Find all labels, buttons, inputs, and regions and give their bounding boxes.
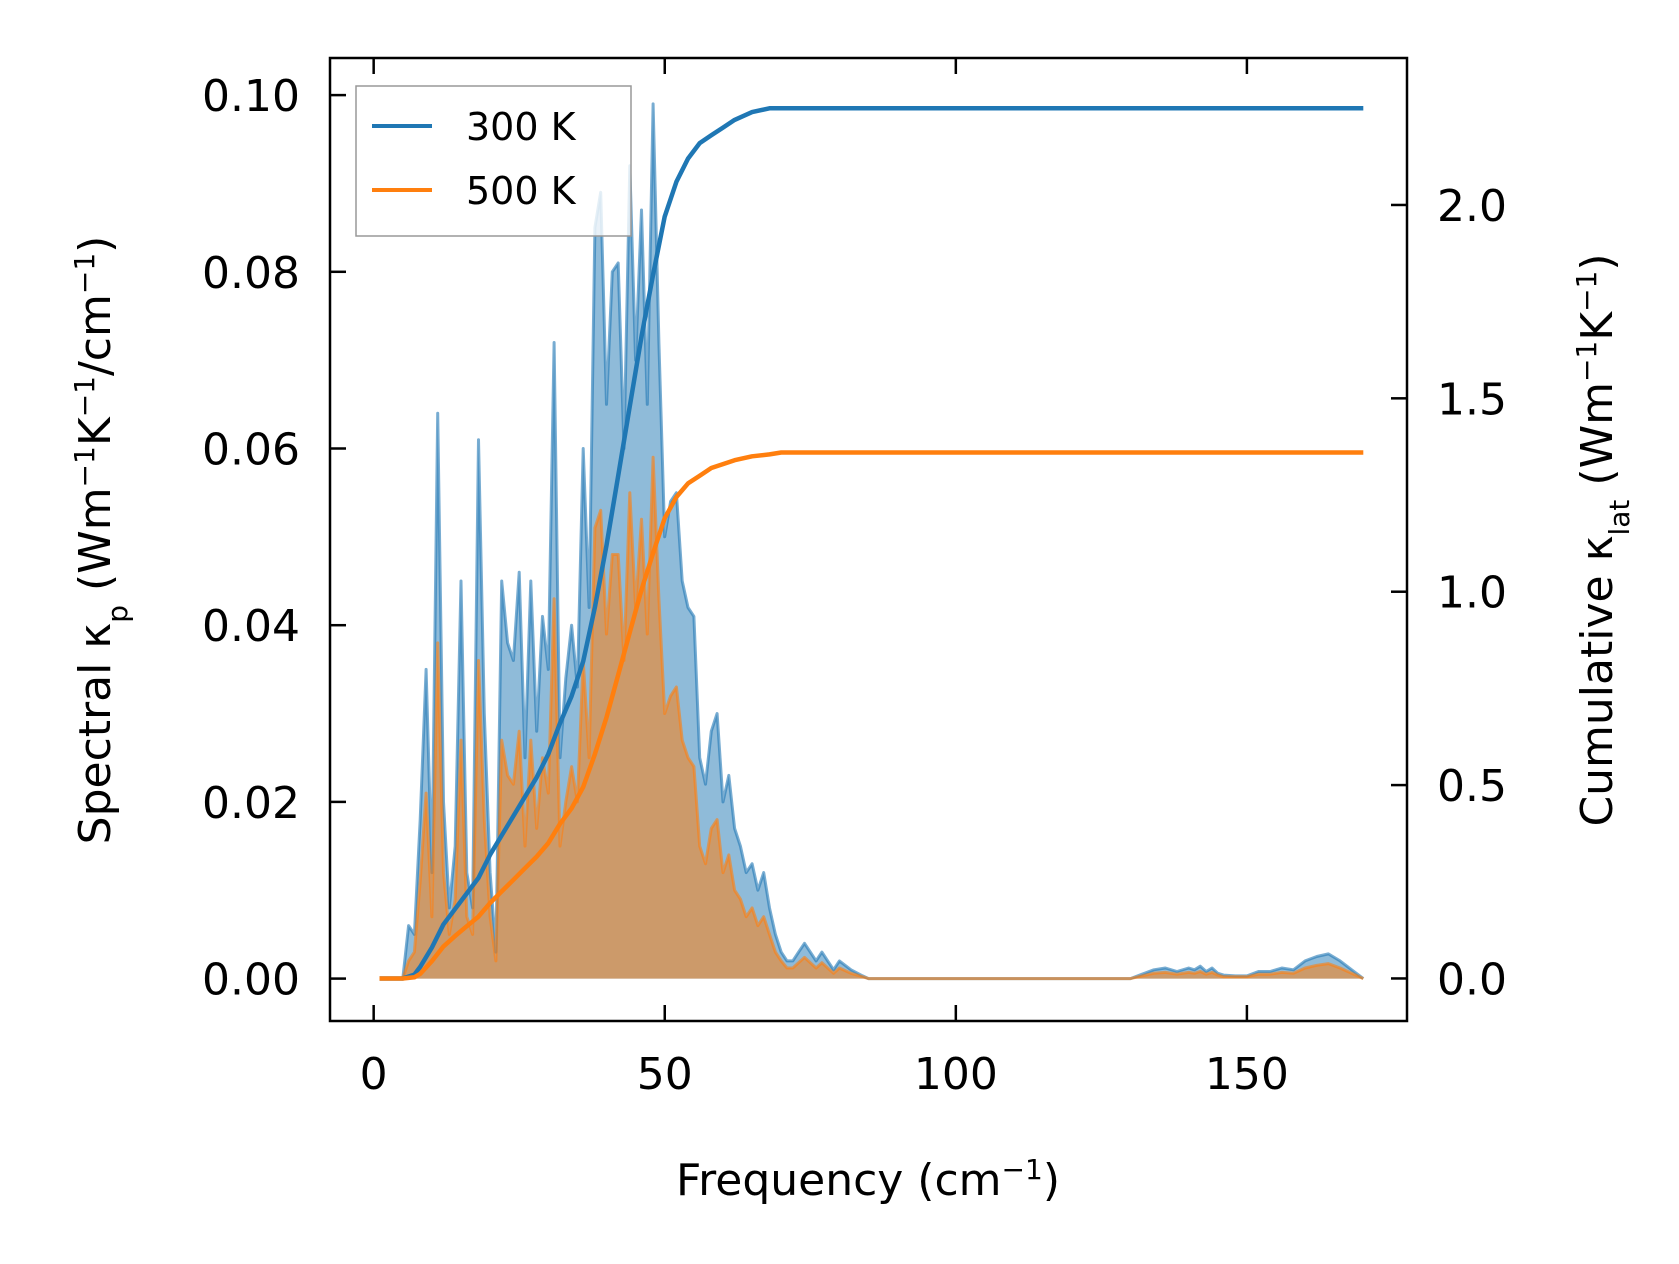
- x-tick-label: 100: [914, 1049, 998, 1100]
- left-y-tick-label: 0.08: [202, 248, 300, 299]
- right-y-tick-label: 2.0: [1437, 181, 1507, 232]
- left-y-tick-label: 0.00: [202, 955, 300, 1006]
- legend: 300 K 500 K: [355, 85, 632, 237]
- right-y-axis-title: Cumulative κlat (Wm−1K−1): [1570, 253, 1636, 826]
- spectral-lines: [379, 102, 1365, 981]
- x-axis-ticks: 0 50 100 150: [360, 58, 1289, 1100]
- x-tick-label: 0: [360, 1049, 388, 1100]
- left-y-tick-label: 0.06: [202, 425, 300, 476]
- x-tick-label: 150: [1205, 1049, 1289, 1100]
- plot-frame: [328, 56, 1409, 1023]
- left-y-axis-ticks: 0.00 0.02 0.04 0.06 0.08 0.10: [202, 71, 346, 1006]
- left-y-axis-title: Spectral κp (Wm−1K−1/cm−1): [68, 236, 134, 845]
- legend-label-500k: 500 K: [466, 169, 577, 213]
- legend-label-300k: 300 K: [466, 105, 577, 149]
- spectral-line-300k: [379, 102, 1365, 981]
- left-y-tick-label: 0.10: [202, 71, 300, 122]
- left-y-tick-label: 0.02: [202, 778, 300, 829]
- x-tick-label: 50: [637, 1049, 693, 1100]
- right-y-tick-label: 1.0: [1437, 568, 1507, 619]
- spectral-line-500k: [379, 455, 1364, 981]
- cumulative-lines: [379, 106, 1364, 981]
- right-y-axis-ticks: 0.0 0.5 1.0 1.5 2.0: [1391, 181, 1507, 1005]
- legend-box: [355, 85, 632, 237]
- cumulative-line-300k: [379, 106, 1364, 981]
- x-axis-title: Frequency (cm−1): [676, 1153, 1060, 1207]
- spectral-area-500k: [379, 457, 1364, 979]
- left-y-tick-label: 0.04: [202, 601, 300, 652]
- cumulative-line-500k: [379, 450, 1364, 981]
- right-y-tick-label: 0.5: [1437, 761, 1507, 812]
- right-y-tick-label: 0.0: [1437, 954, 1507, 1005]
- spectral-fill-areas: [379, 103, 1364, 979]
- right-y-tick-label: 1.5: [1437, 374, 1507, 425]
